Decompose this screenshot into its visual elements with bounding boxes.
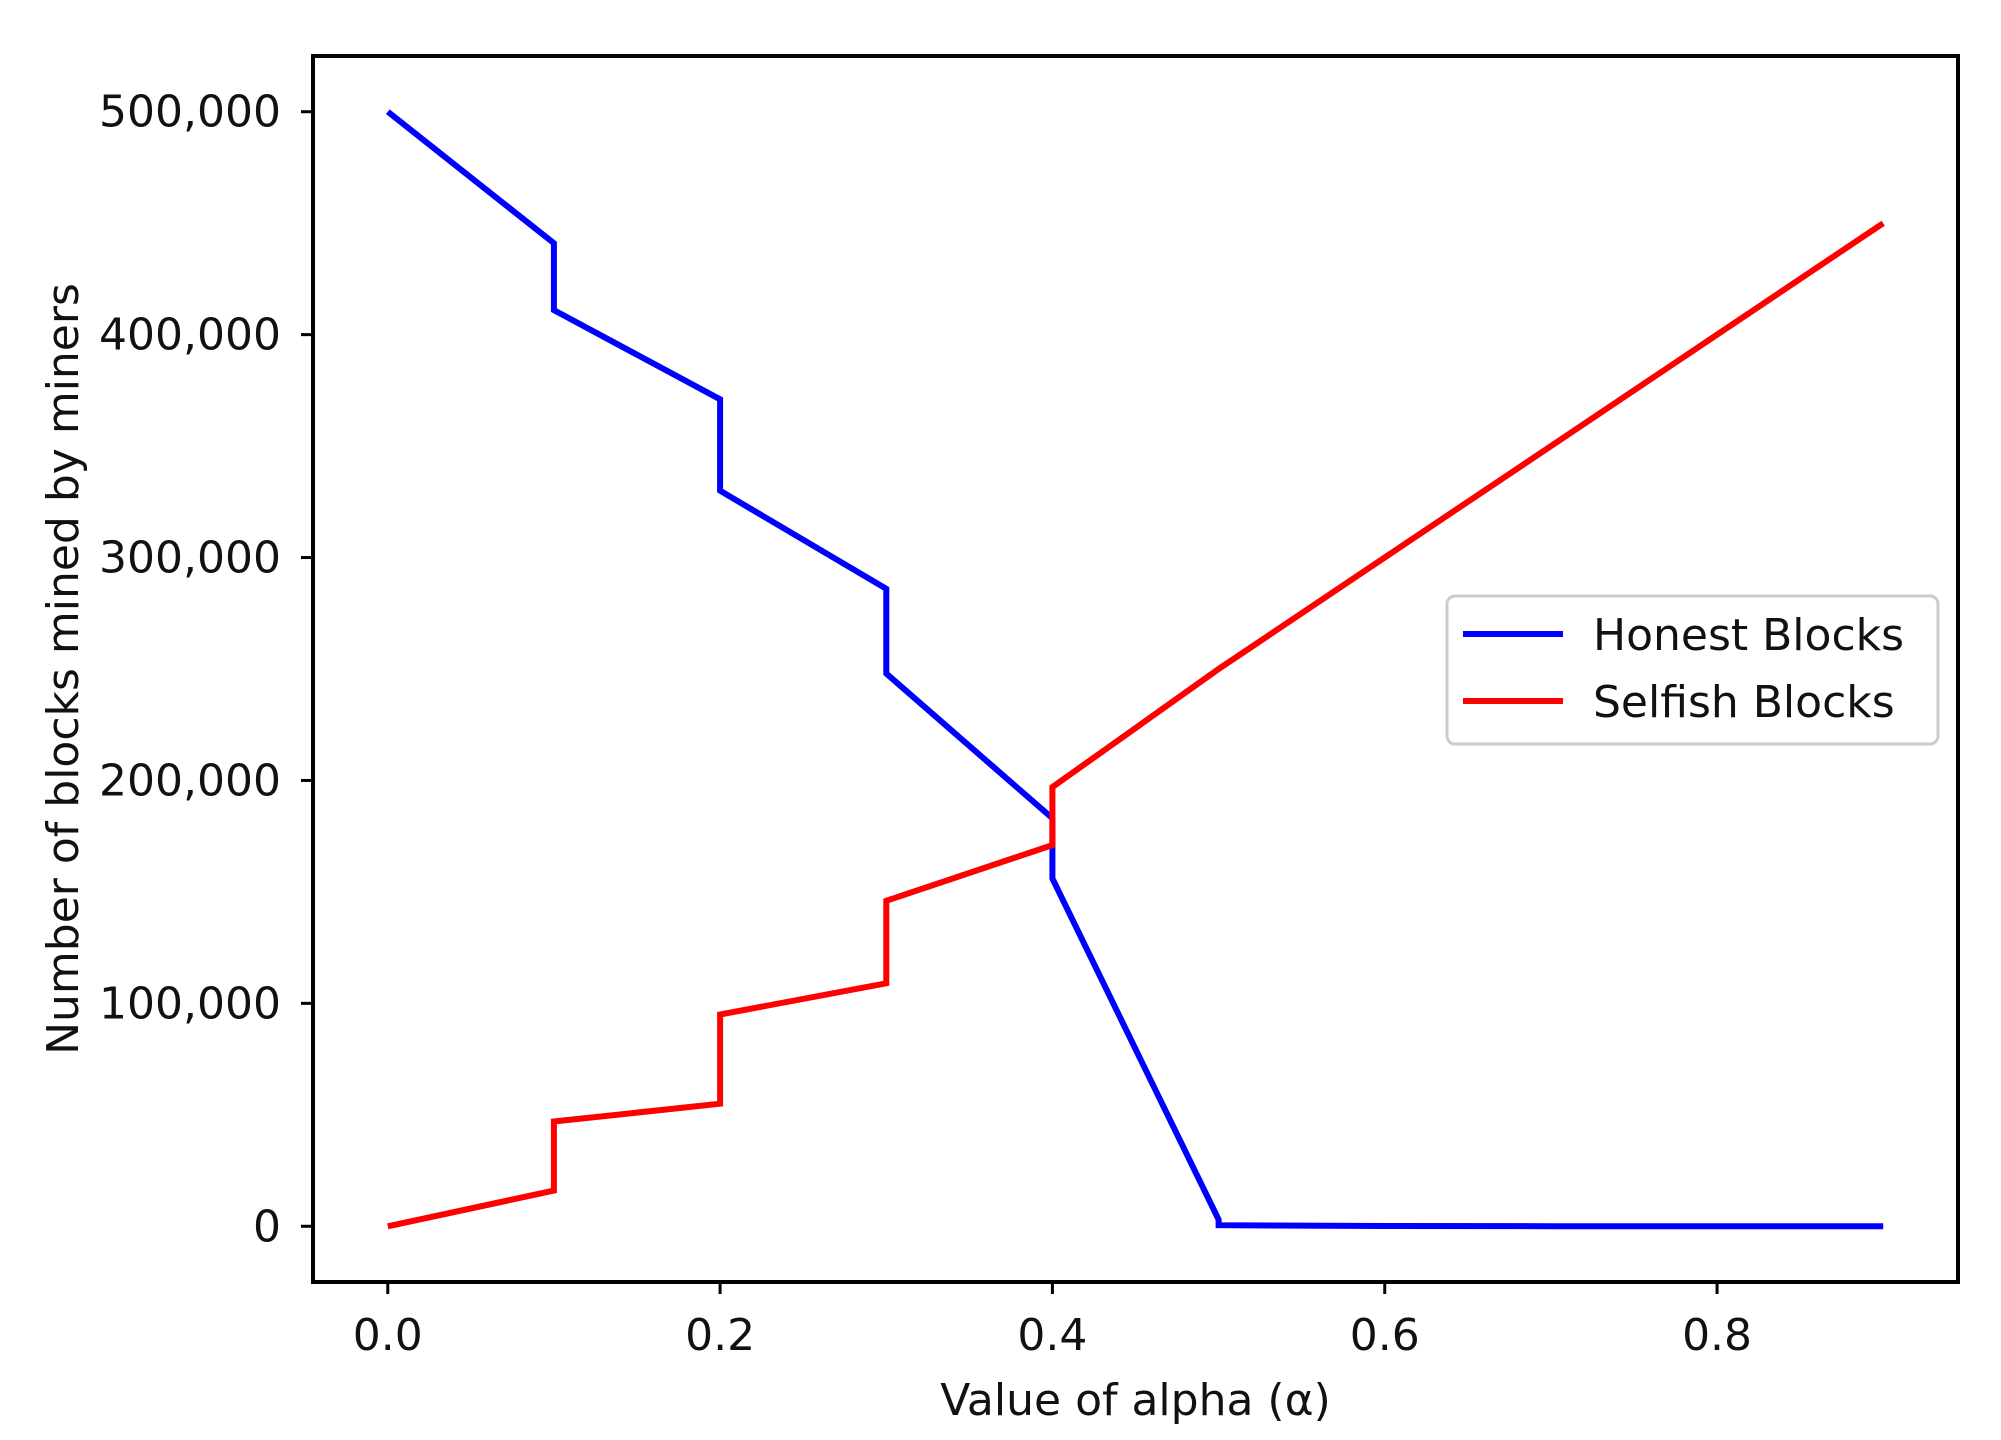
x-tick-label: 0.2 [685, 1310, 755, 1361]
x-axis-title: Value of alpha (α) [940, 1375, 1331, 1426]
series-layer [385, 109, 1885, 1230]
legend-label: Honest Blocks [1593, 610, 1904, 661]
legend-label: Selfish Blocks [1593, 677, 1895, 728]
y-tick-label: 300,000 [99, 533, 281, 584]
legend-frame [1445, 594, 1940, 746]
x-tick-label: 0.6 [1350, 1310, 1420, 1361]
plot-area-frame [311, 54, 1960, 1284]
x-tick-label: 0.8 [1682, 1310, 1752, 1361]
legend: Honest Blocks Selfish Blocks [1445, 594, 1940, 746]
y-tick-label: 400,000 [99, 310, 281, 361]
y-tick-label: 200,000 [99, 755, 281, 806]
x-tick-label: 0.0 [353, 1310, 423, 1361]
y-tick-label: 500,000 [99, 87, 281, 138]
x-tick-label: 0.4 [1017, 1310, 1087, 1361]
axis-ticks: 0.0 0.2 0.4 0.6 0.8 0 100,000 200,000 300,000 400… [99, 87, 1752, 1361]
y-tick-label: 0 [253, 1201, 281, 1252]
series-line-selfish-blocks [387, 220, 1885, 1230]
y-tick-label: 100,000 [99, 978, 281, 1029]
y-axis-title: Number of blocks mined by miners [38, 283, 89, 1055]
